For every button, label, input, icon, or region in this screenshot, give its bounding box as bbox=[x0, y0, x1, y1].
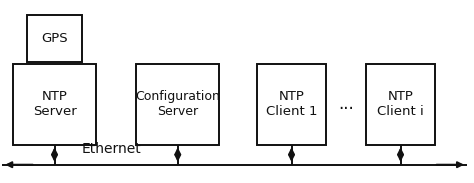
Bar bbox=[366, 64, 435, 145]
Text: Ethernet: Ethernet bbox=[82, 142, 141, 156]
Text: NTP
Client i: NTP Client i bbox=[377, 90, 424, 118]
Text: NTP
Server: NTP Server bbox=[33, 90, 76, 118]
Bar bbox=[257, 64, 326, 145]
Text: ...: ... bbox=[338, 95, 354, 113]
Bar bbox=[13, 64, 96, 145]
Text: Configuration
Server: Configuration Server bbox=[135, 90, 220, 118]
Text: NTP
Client 1: NTP Client 1 bbox=[266, 90, 317, 118]
Text: GPS: GPS bbox=[41, 32, 68, 45]
Bar bbox=[136, 64, 219, 145]
Bar bbox=[27, 15, 82, 62]
